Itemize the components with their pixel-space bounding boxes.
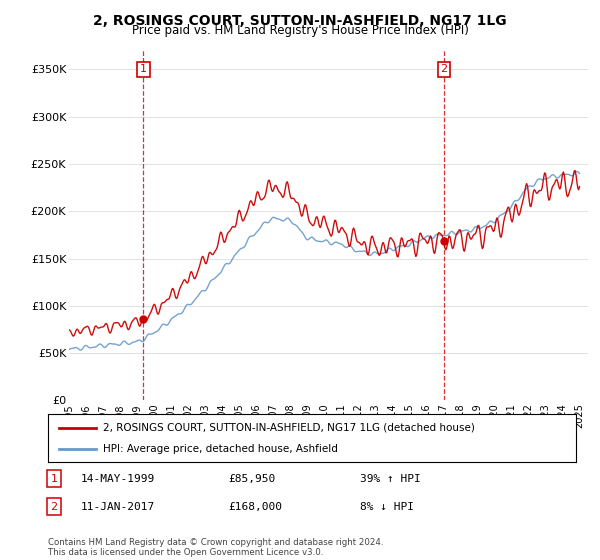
Text: 2: 2 [50,502,58,512]
Text: Price paid vs. HM Land Registry's House Price Index (HPI): Price paid vs. HM Land Registry's House … [131,24,469,37]
Text: HPI: Average price, detached house, Ashfield: HPI: Average price, detached house, Ashf… [103,444,338,454]
Text: 1: 1 [50,474,58,484]
Text: 14-MAY-1999: 14-MAY-1999 [81,474,155,484]
Text: 11-JAN-2017: 11-JAN-2017 [81,502,155,512]
Text: £85,950: £85,950 [228,474,275,484]
Text: Contains HM Land Registry data © Crown copyright and database right 2024.
This d: Contains HM Land Registry data © Crown c… [48,538,383,557]
Text: 2: 2 [440,64,448,74]
Text: 2, ROSINGS COURT, SUTTON-IN-ASHFIELD, NG17 1LG: 2, ROSINGS COURT, SUTTON-IN-ASHFIELD, NG… [93,14,507,28]
Text: £168,000: £168,000 [228,502,282,512]
Text: 1: 1 [140,64,147,74]
Text: 2, ROSINGS COURT, SUTTON-IN-ASHFIELD, NG17 1LG (detached house): 2, ROSINGS COURT, SUTTON-IN-ASHFIELD, NG… [103,423,475,433]
Text: 39% ↑ HPI: 39% ↑ HPI [360,474,421,484]
Text: 8% ↓ HPI: 8% ↓ HPI [360,502,414,512]
